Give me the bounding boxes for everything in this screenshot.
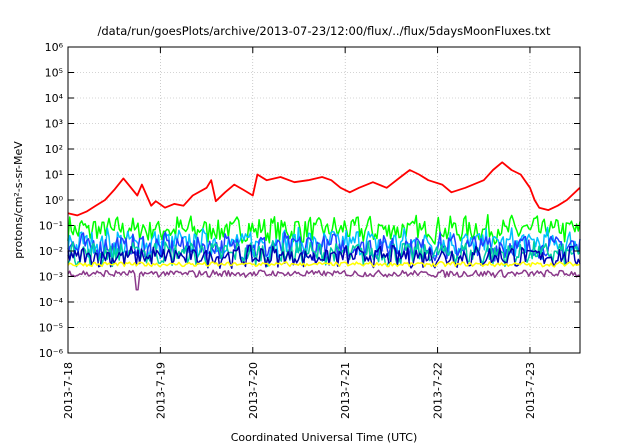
y-tick-label: 10⁴ xyxy=(45,92,64,105)
series-line-red xyxy=(67,161,581,217)
y-tick-label: 10⁶ xyxy=(45,41,64,54)
y-tick-label: 10⁻³ xyxy=(39,271,63,284)
x-tick-label: 2013-7-19 xyxy=(154,362,167,419)
x-axis-ticks: 2013-7-18 2013-7-19 2013-7-20 2013-7-21 2013… xyxy=(62,47,537,419)
y-tick-label: 10⁻² xyxy=(39,245,63,258)
chart-title: /data/run/goesPlots/archive/2013-07-23/1… xyxy=(97,24,551,38)
y-axis-label: protons/cm²-s-sr-MeV xyxy=(12,141,25,259)
y-tick-label: 10⁻⁵ xyxy=(39,322,63,335)
series-line-purple xyxy=(67,269,581,291)
y-tick-label: 10² xyxy=(45,143,63,156)
x-tick-label: 2013-7-20 xyxy=(247,362,260,419)
y-tick-label: 10⁻⁴ xyxy=(39,296,64,309)
x-axis-label: Coordinated Universal Time (UTC) xyxy=(231,431,418,444)
series-layer xyxy=(67,161,581,291)
y-tick-label: 10⁻¹ xyxy=(39,220,63,233)
x-tick-label: 2013-7-22 xyxy=(432,362,445,419)
plot-grid xyxy=(68,47,580,353)
x-tick-label: 2013-7-21 xyxy=(339,362,352,419)
y-tick-label: 10⁵ xyxy=(45,67,63,80)
series-line-cyan xyxy=(67,226,581,260)
x-tick-label: 2013-7-23 xyxy=(524,362,537,419)
series-line-yellow xyxy=(67,261,581,268)
y-tick-label: 10⁰ xyxy=(45,194,64,207)
y-tick-label: 10³ xyxy=(45,118,63,131)
y-axis-ticks: 10⁻⁶ 10⁻⁵ 10⁻⁴ 10⁻³ 10⁻² 10⁻¹ 10⁰ 10¹ 10² 10³ 10⁴ 1… xyxy=(39,41,580,360)
y-tick-label: 10⁻⁶ xyxy=(39,347,64,360)
y-tick-label: 10¹ xyxy=(45,169,63,182)
series-line-navy xyxy=(67,244,581,269)
x-tick-label: 2013-7-18 xyxy=(62,362,75,419)
